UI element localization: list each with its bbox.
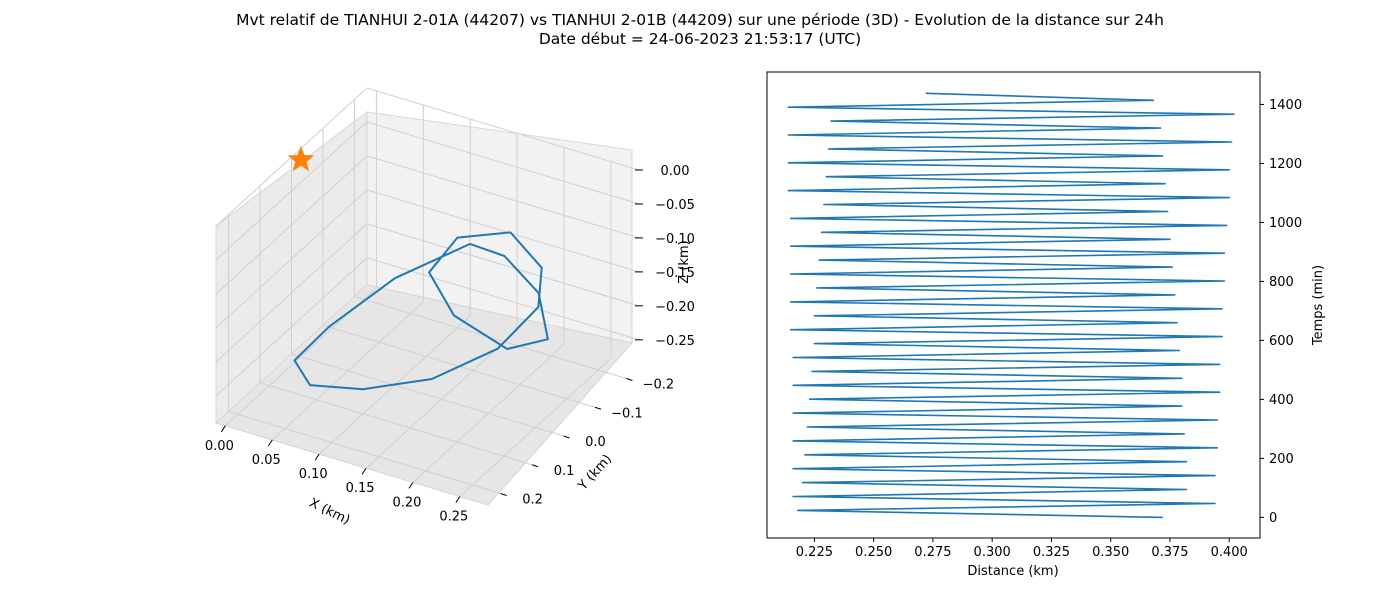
gridline-z bbox=[215, 155, 640, 295]
x-axis-label: Distance (km) bbox=[967, 564, 1058, 579]
tick-mark-y bbox=[531, 464, 539, 468]
tick-label-y: 800 bbox=[1269, 275, 1294, 290]
tick-label-x: 0.00 bbox=[205, 439, 234, 454]
tick-label-x: 0.350 bbox=[1092, 545, 1129, 560]
y-axis-label-3d: Y (km) bbox=[575, 452, 615, 494]
gridline-x bbox=[271, 104, 424, 441]
tick-label-x: 0.300 bbox=[974, 545, 1011, 560]
tick-label-y: 600 bbox=[1269, 334, 1294, 349]
tick-label-z: −0.15 bbox=[655, 266, 695, 281]
tick-label-x: 0.10 bbox=[299, 467, 328, 482]
y-axis-label: Temps (min) bbox=[1311, 265, 1326, 346]
tick-label-x: 0.20 bbox=[392, 495, 421, 510]
tick-mark-y bbox=[594, 406, 602, 410]
tick-label-y: 0.1 bbox=[554, 464, 575, 479]
ticks-3d: 0.00 0.05 0.10 0.15 0.20 0.25 −0.2−0.1 0.0 0.1 0.… bbox=[205, 164, 695, 525]
gridline-x bbox=[459, 161, 612, 497]
figure-title-line2: Date début = 24-06-2023 21:53:17 (UTC) bbox=[539, 30, 861, 48]
tick-label-y: 400 bbox=[1269, 393, 1294, 408]
gridline-z bbox=[215, 257, 640, 397]
tick-label-x: 0.325 bbox=[1033, 545, 1070, 560]
tick-mark-x bbox=[314, 453, 320, 461]
tick-label-z: 0.00 bbox=[661, 164, 690, 179]
tick-mark-x bbox=[455, 496, 461, 503]
gridline-y bbox=[353, 99, 627, 379]
gridline-y bbox=[228, 214, 501, 494]
gridline-y bbox=[322, 128, 596, 408]
plot-frame bbox=[766, 71, 1261, 539]
tick-label-y: 1400 bbox=[1269, 98, 1302, 113]
tick-mark-x bbox=[267, 439, 273, 447]
tick-label-x: 0.400 bbox=[1211, 545, 1248, 560]
tick-label-z: −0.20 bbox=[655, 300, 695, 315]
tick-mark-x bbox=[361, 467, 367, 475]
tick-label-y: 0.2 bbox=[522, 493, 543, 508]
tick-label-y: −0.2 bbox=[643, 378, 675, 393]
tick-label-z: −0.05 bbox=[655, 198, 695, 213]
gridline-x bbox=[318, 119, 471, 455]
gridline-y bbox=[259, 185, 533, 466]
gridline-z bbox=[215, 223, 640, 363]
gridline-z bbox=[215, 121, 640, 261]
ticks-2d: 0.225 0.250 0.275 0.300 0.325 0.350 0.375 0.400… bbox=[796, 98, 1302, 560]
tick-label-y: 1000 bbox=[1269, 216, 1302, 231]
tick-mark-x bbox=[408, 482, 414, 489]
chart-distance-vs-time: 0.225 0.250 0.275 0.300 0.325 0.350 0.375 0.400… bbox=[766, 71, 1326, 579]
distance-series-line bbox=[787, 92, 1235, 519]
tick-label-x: 0.225 bbox=[796, 545, 833, 560]
tick-label-x: 0.25 bbox=[439, 510, 468, 525]
trajectory-line bbox=[293, 231, 549, 391]
star-marker-icon bbox=[287, 145, 315, 172]
grid-3d bbox=[215, 87, 640, 497]
tick-label-x: 0.375 bbox=[1151, 545, 1188, 560]
gridline-z bbox=[215, 189, 640, 329]
chart-3d-trajectory: 0.00 0.05 0.10 0.15 0.20 0.25 −0.2−0.1 0.0 0.1 0.… bbox=[205, 87, 695, 528]
tick-label-x: 0.05 bbox=[252, 453, 281, 468]
x-axis-label-3d: X (km) bbox=[307, 496, 353, 528]
z-axis-label-3d: Z (km) bbox=[677, 240, 692, 283]
tick-label-y: 200 bbox=[1269, 452, 1294, 467]
tick-label-z: −0.10 bbox=[655, 232, 695, 247]
tick-mark-y bbox=[500, 493, 507, 496]
tick-label-z: −0.25 bbox=[655, 334, 695, 349]
tick-mark-y bbox=[563, 435, 570, 439]
tick-label-x: 0.275 bbox=[914, 545, 951, 560]
tick-label-y: 0 bbox=[1269, 511, 1277, 526]
figure-title-line1: Mvt relatif de TIANHUI 2-01A (44207) vs … bbox=[236, 11, 1164, 29]
tick-mark-x bbox=[220, 425, 226, 433]
gridline-z bbox=[215, 87, 640, 227]
tick-label-x: 0.250 bbox=[855, 545, 892, 560]
gridline-x bbox=[225, 90, 377, 427]
tick-mark-y bbox=[626, 378, 633, 381]
gridline-y bbox=[291, 157, 564, 437]
gridline-x bbox=[412, 147, 565, 483]
tick-label-y: −0.1 bbox=[611, 406, 643, 421]
tick-label-y: 1200 bbox=[1269, 157, 1302, 172]
tick-label-y: 0.0 bbox=[585, 435, 606, 450]
tick-label-x: 0.15 bbox=[346, 481, 375, 496]
